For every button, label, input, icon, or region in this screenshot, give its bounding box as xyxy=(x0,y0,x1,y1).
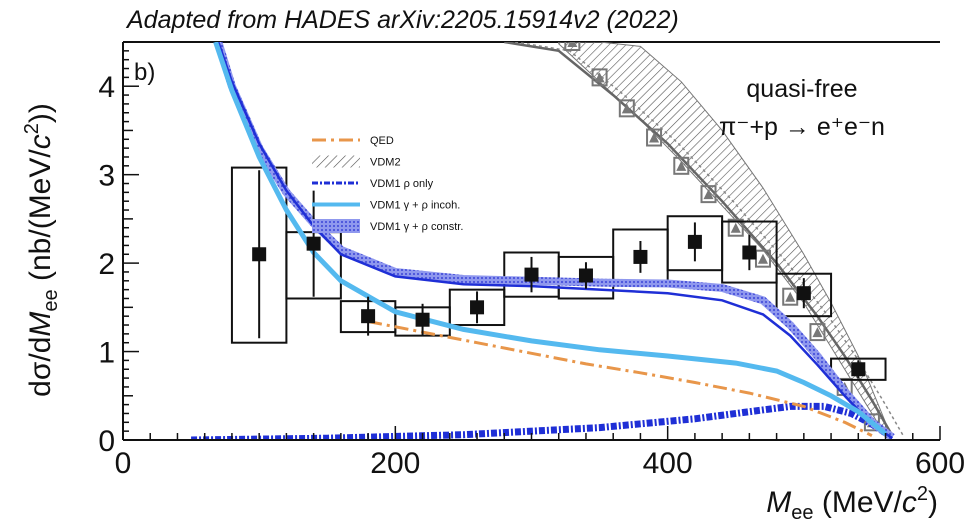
legend-entry: VDM1 ρ only xyxy=(312,178,434,190)
systematic-box xyxy=(721,220,778,284)
vdm2-marker-box xyxy=(863,413,880,432)
legend-entry: VDM1 γ + ρ constr. xyxy=(312,219,463,233)
legend-entry: VDM1 γ + ρ incoh. xyxy=(312,200,460,212)
panel-label: b) xyxy=(134,59,155,86)
x-axis-label: Mee (MeV/c2) xyxy=(766,483,938,524)
vdm2-marker-triangle xyxy=(812,327,823,338)
data-point xyxy=(851,362,866,377)
vdm2-marker-box xyxy=(591,68,608,87)
vdm2-line-dotted xyxy=(515,42,904,436)
vdm1-incoh-curve xyxy=(213,42,888,436)
x-tick-label: 400 xyxy=(643,447,693,480)
vdm2-marker-box xyxy=(564,42,581,51)
axis-labels: Mee (MeV/c2) dσ/dMee (nb/(MeV/c2)) xyxy=(21,103,938,524)
legend-swatch xyxy=(312,219,360,233)
y-tick-label: 2 xyxy=(98,248,115,281)
vdm2-marker-box xyxy=(646,128,663,147)
vdm2-marker-triangle xyxy=(676,160,687,171)
vdm1-constr-line xyxy=(217,42,894,440)
legend-entry: VDM2 xyxy=(312,155,401,169)
vdm2-marker-triangle xyxy=(649,132,660,143)
vdm2-marker-box xyxy=(809,323,826,342)
data-point xyxy=(524,267,539,282)
systematic-box xyxy=(448,288,506,327)
data-point xyxy=(796,286,811,301)
x-tick-label: 200 xyxy=(370,447,420,480)
vdm2-marker-box xyxy=(673,156,690,175)
data-point xyxy=(306,236,321,251)
systematic-boxes xyxy=(230,166,887,381)
data-point xyxy=(415,312,430,327)
vdm2-line xyxy=(504,42,894,437)
data-point xyxy=(742,245,757,260)
vdm2-marker-triangle xyxy=(757,253,768,264)
annotation-quasi-free: quasi-free xyxy=(746,75,857,103)
vdm2-marker-triangle xyxy=(785,291,796,302)
data-point xyxy=(252,247,267,262)
legend: QED VDM2 VDM1 ρ only VDM1 γ + ρ incoh. VDM1 … xyxy=(312,135,463,233)
axes: 0 200 400 600 1 2 3 4 0 xyxy=(98,41,965,480)
x-tick-label: 0 xyxy=(115,447,132,480)
data-point xyxy=(687,234,702,249)
y-axis-label: dσ/dMee (nb/(MeV/c2)) xyxy=(21,103,62,397)
y-tick-label: 3 xyxy=(98,160,115,193)
vdm2-series xyxy=(504,42,904,438)
legend-label: VDM1 γ + ρ incoh. xyxy=(370,200,460,212)
y-tick-label-zero: 0 xyxy=(98,425,115,458)
vdm2-marker-triangle xyxy=(567,42,578,47)
annotation-reaction: π⁻+p → e⁺e⁻n xyxy=(719,113,885,141)
legend-label: VDM2 xyxy=(370,157,401,169)
vdm2-marker-triangle xyxy=(594,72,605,83)
vdm2-marker-box xyxy=(727,218,744,237)
legend-label: VDM1 γ + ρ constr. xyxy=(370,221,463,233)
data-point xyxy=(361,309,376,324)
vdm2-marker-triangle xyxy=(730,222,741,233)
source-credit: Adapted from HADES arXiv:2205.15914v2 (2… xyxy=(125,6,679,34)
legend-swatch xyxy=(312,155,360,168)
y-tick-label: 4 xyxy=(98,71,115,104)
vdm2-marker-box xyxy=(700,185,717,204)
vdm1-rho-only-curve xyxy=(191,402,895,440)
qed-curve xyxy=(367,320,873,437)
legend-label: QED xyxy=(370,135,394,147)
data-point xyxy=(578,268,593,283)
data-point xyxy=(470,300,485,315)
x-tick-label: 600 xyxy=(915,447,965,480)
legend-label: VDM1 ρ only xyxy=(370,178,434,190)
model-curves xyxy=(191,42,895,440)
vdm2-marker-box xyxy=(618,99,635,118)
data-points xyxy=(252,170,866,379)
vdm2-marker-triangle xyxy=(703,189,714,200)
data-point xyxy=(633,249,648,264)
systematic-box xyxy=(775,272,833,318)
vdm2-marker-triangle xyxy=(621,103,632,114)
legend-entry: QED xyxy=(312,135,394,147)
y-tick-label: 1 xyxy=(98,337,115,370)
